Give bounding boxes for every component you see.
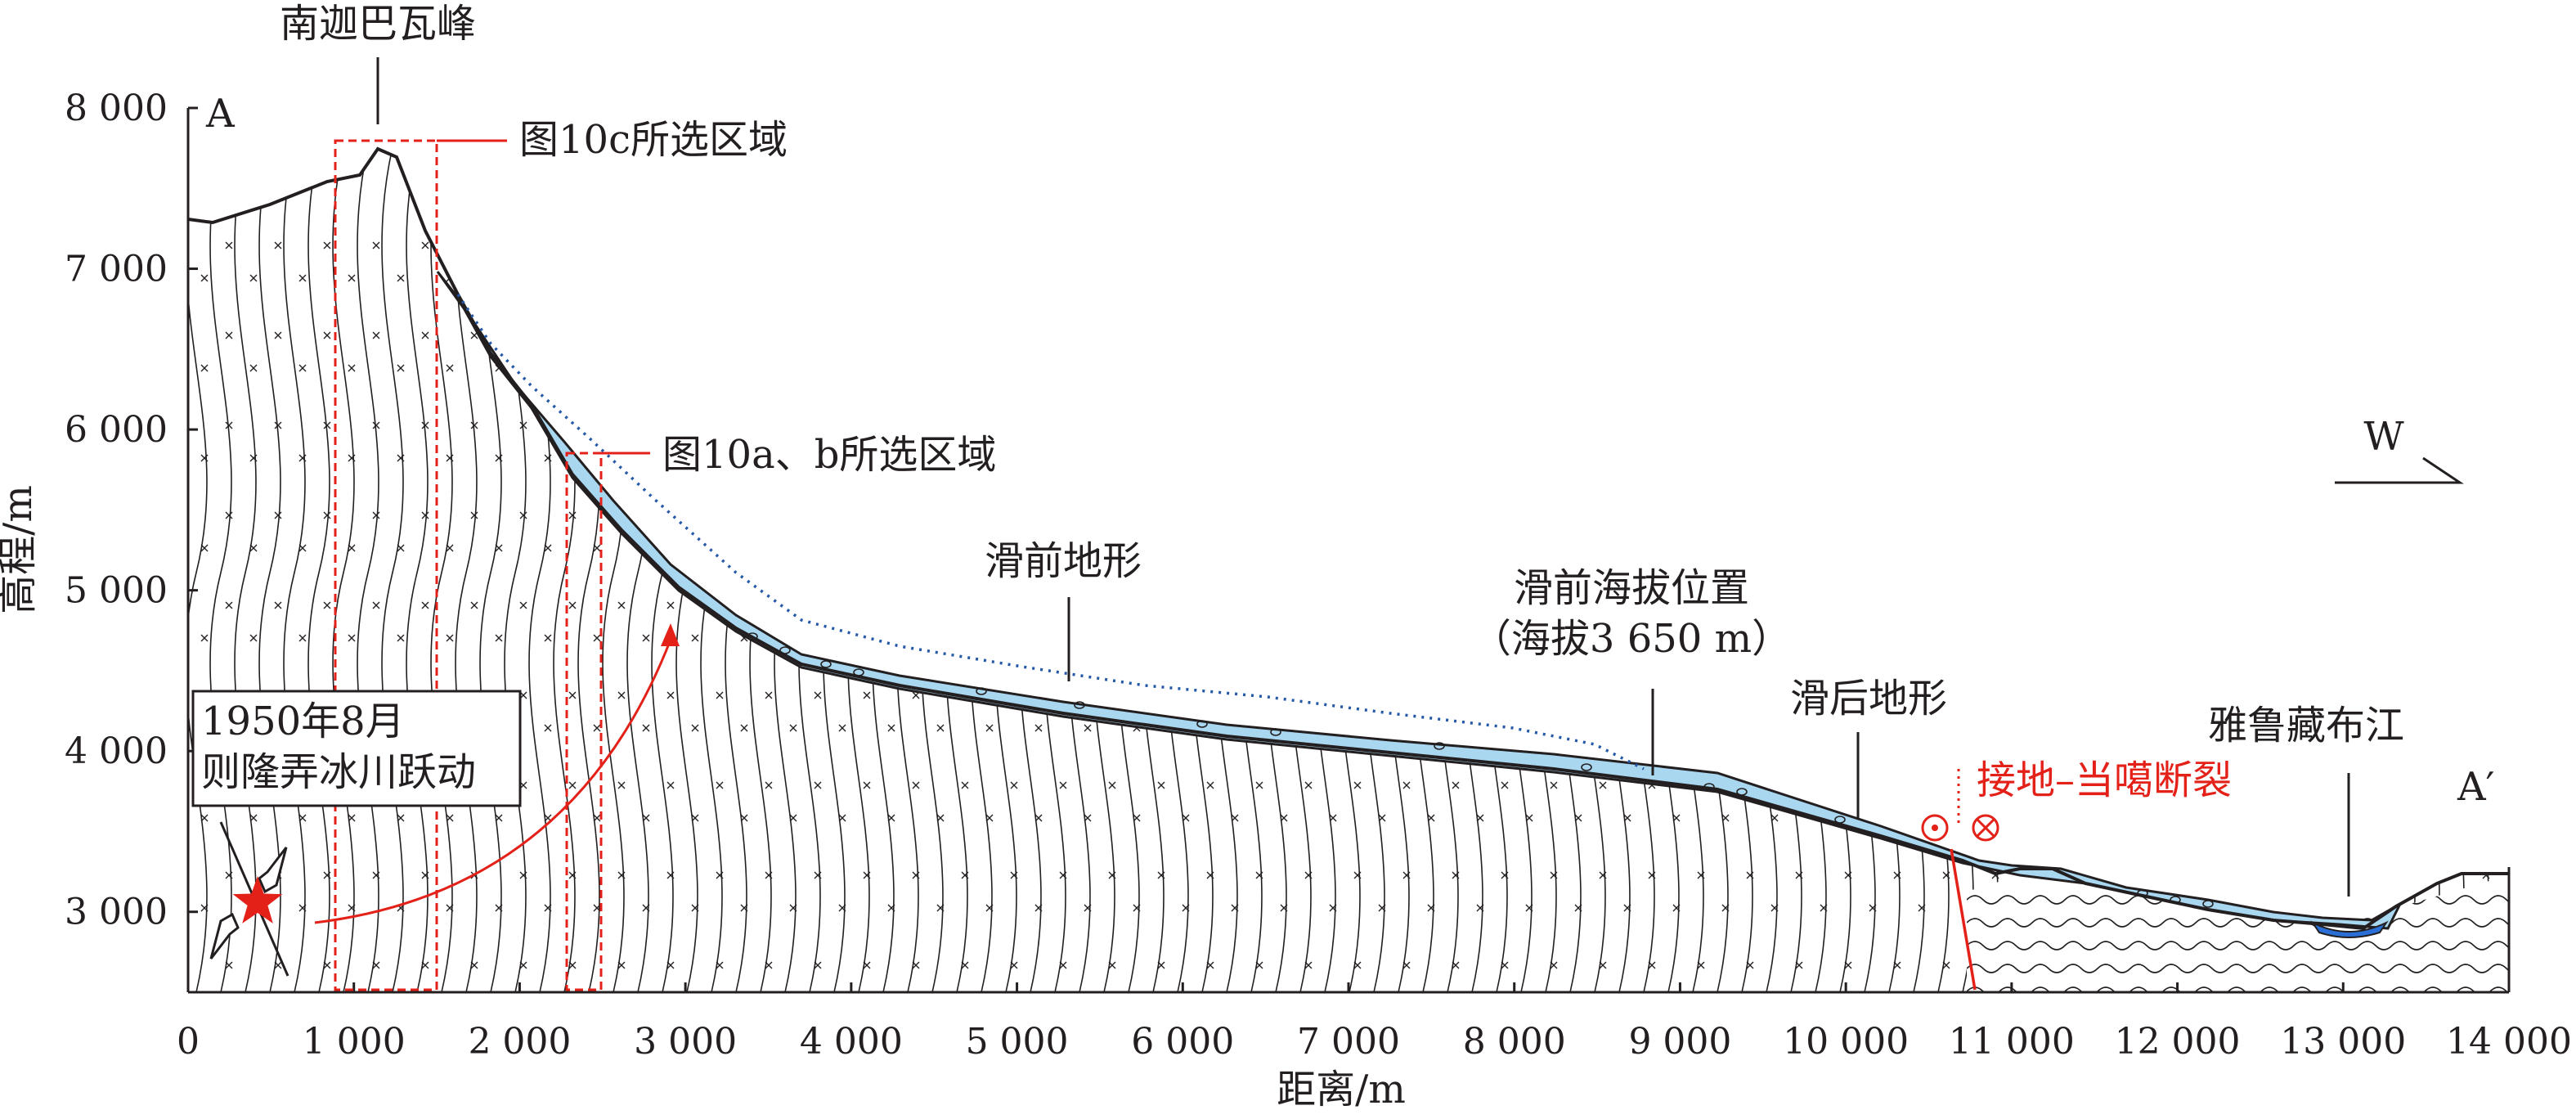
region-10ab-label: 图10a、b所选区域 [662,432,996,478]
x-tick-label: 5 000 [966,1021,1069,1063]
x-tick-label: 14 000 [2446,1021,2572,1063]
pre-slide-elevation-label: 滑前海拔位置 [1514,565,1749,611]
slip-arrow-down-icon [209,912,240,959]
bedrock-region [188,149,2509,992]
post-slide-terrain-label: 滑后地形 [1790,676,1947,721]
region-10ab-box [565,452,603,991]
event-date: 1950年8月 [201,699,405,744]
fault-out-of-page-icon [1921,814,1949,842]
x-tick-label: 12 000 [2115,1021,2241,1063]
fault-into-page-icon [1972,814,1999,842]
y-tick-label: 8 000 [65,88,168,129]
fault-label: 接地–当噶断裂 [1977,757,2232,803]
profile-end-label: A′ [2457,764,2495,810]
x-tick-label: 11 000 [1949,1021,2075,1063]
epicentre-arrowhead-icon [661,623,680,646]
x-tick-label: 8 000 [1463,1021,1566,1063]
x-tick-label: 2 000 [468,1021,571,1063]
slip-arrow-up-icon [258,847,288,894]
x-tick-label: 10 000 [1783,1021,1909,1063]
x-tick-label: 9 000 [1628,1021,1731,1063]
river-label: 雅鲁藏布江 [2208,703,2404,748]
pre-slide-terrain-label: 滑前地形 [985,538,1142,584]
y-tick-label: 5 000 [65,570,168,612]
y-tick-label: 4 000 [65,730,168,772]
y-tick-label: 3 000 [65,892,168,933]
pre-slide-elevation-sublabel: （海拔3 650 m） [1472,616,1791,662]
y-axis-ticks: 3 000 4 000 5 000 6 000 7 000 8 000 [65,88,198,933]
compass-icon: W [2335,414,2464,484]
profile-start-label: A [205,91,236,137]
x-tick-label: 1 000 [303,1021,406,1063]
x-axis-title: 距离/m [1277,1067,1406,1112]
river-water [2310,920,2389,938]
event-box [191,690,522,807]
pre-slide-terrain-line [456,294,1645,771]
ground-surface-line [187,146,2509,931]
region-10c-box [334,139,438,991]
compass-label: W [2363,414,2404,460]
peak-label: 南迦巴瓦峰 [280,1,476,47]
x-tick-label: 6 000 [1131,1021,1234,1063]
epicentre-to-region-arrow [314,639,672,924]
x-tick-label: 3 000 [634,1021,737,1063]
slide-deposit-body [436,271,2403,930]
y-tick-label: 7 000 [65,249,168,290]
x-tick-label: 4 000 [800,1021,903,1063]
x-axis-ticks: 0 1 000 2 000 3 000 4 000 5 000 6 000 7 000 8 00… [177,982,2572,1063]
epicentre-star-icon [232,876,283,924]
event-description: 则隆弄冰川跃动 [201,749,476,795]
x-tick-label: 7 000 [1297,1021,1400,1063]
x-tick-label: 0 [177,1021,200,1063]
x-tick-label: 13 000 [2280,1021,2406,1063]
fault-line [1950,848,1977,991]
y-tick-label: 6 000 [65,409,168,451]
deposit-clasts [747,632,2214,908]
y-axis-title: 高程/m [0,485,41,614]
region-10c-label: 图10c所选区域 [519,117,788,163]
